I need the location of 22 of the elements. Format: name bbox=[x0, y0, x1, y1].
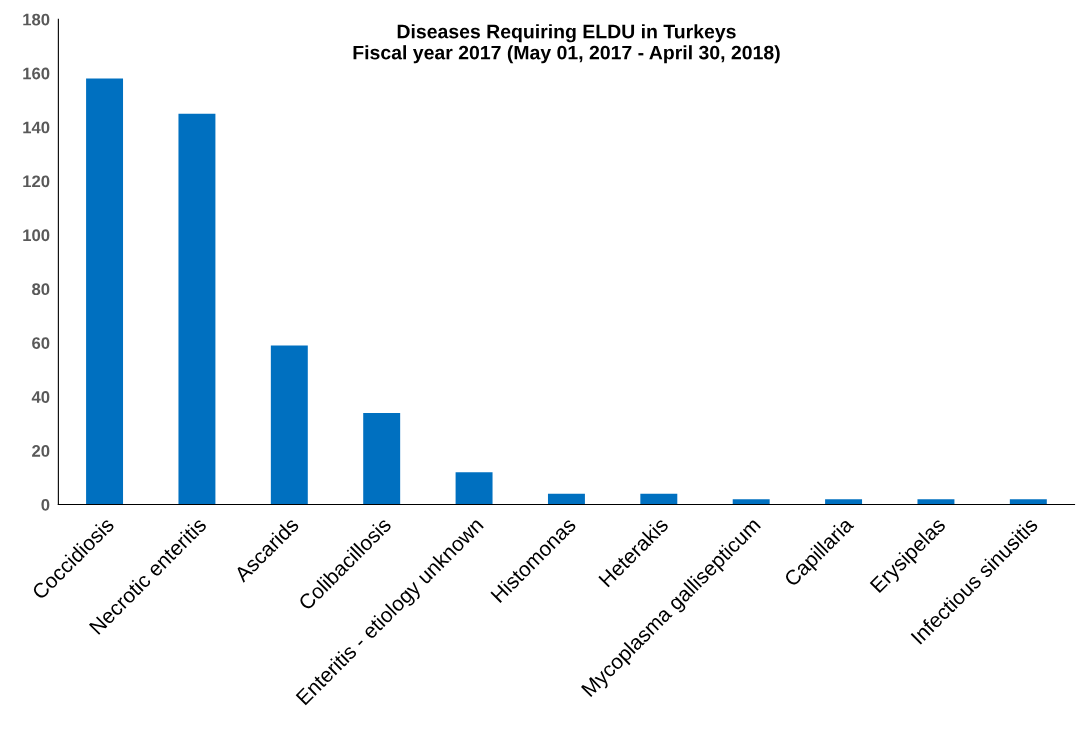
text: Diseases Requiring ELDU in Turkeys Fiscal year 2017 (May 01, 2017 - April 30, 2018) bbox=[353, 24, 780, 64]
bar bbox=[917, 499, 955, 505]
bar bbox=[1009, 499, 1047, 505]
y-tick-label: 0 bbox=[41, 498, 50, 511]
bar bbox=[178, 113, 216, 505]
y-tick-label: 120 bbox=[23, 175, 50, 188]
bar bbox=[270, 345, 308, 505]
bar bbox=[455, 472, 493, 505]
y-tick-label: 40 bbox=[31, 391, 50, 403]
bar bbox=[547, 493, 585, 505]
bar bbox=[86, 78, 124, 505]
y-tick-label: 60 bbox=[32, 337, 50, 350]
y-tick-label: 180 bbox=[23, 13, 50, 26]
y-tick-label: 80 bbox=[32, 283, 50, 296]
bar bbox=[732, 499, 770, 505]
bar bbox=[640, 493, 678, 505]
y-tick-label: 160 bbox=[23, 67, 50, 80]
y-tick-label: 140 bbox=[23, 121, 50, 134]
bar bbox=[825, 499, 863, 505]
y-tick-label: 20 bbox=[32, 445, 50, 457]
bar bbox=[363, 412, 401, 505]
y-tick-label: 100 bbox=[23, 229, 50, 242]
